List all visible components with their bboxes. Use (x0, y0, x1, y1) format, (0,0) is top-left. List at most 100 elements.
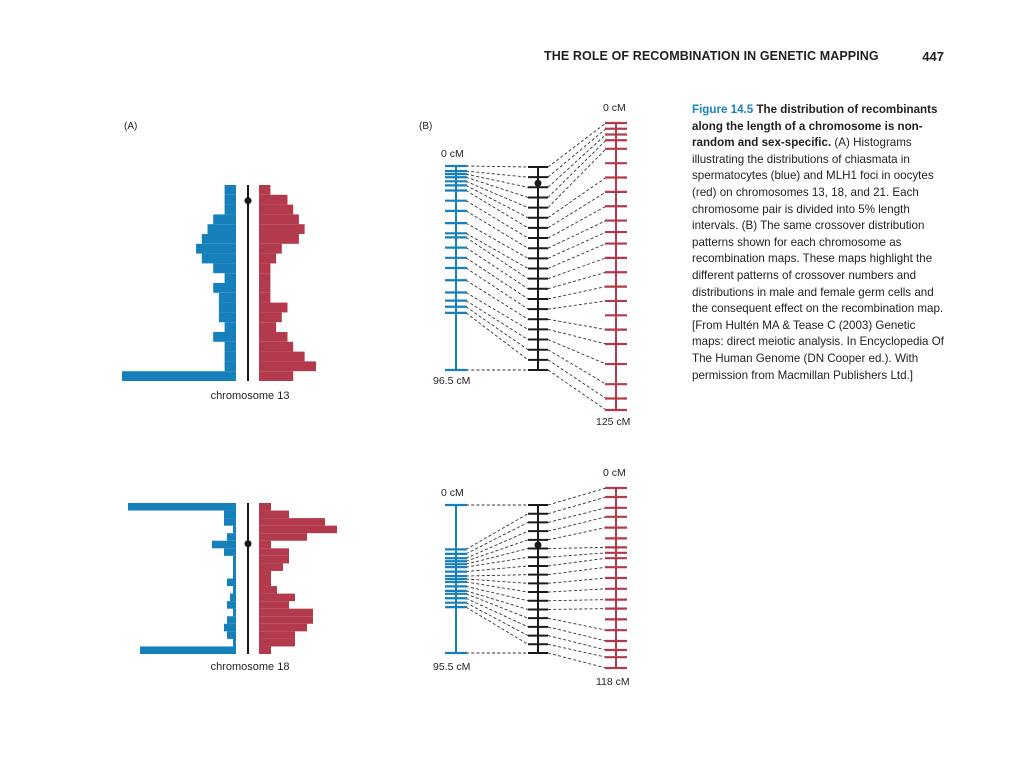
male-histogram-bar (224, 548, 236, 556)
female-connector-line (547, 139, 607, 198)
female-histogram-bar (259, 503, 271, 511)
male-connector-line (465, 548, 529, 565)
chr13-female-map-bottom-label: 125 cM (596, 416, 631, 428)
male-histogram-bar (233, 638, 236, 647)
male-histogram-bar (224, 341, 236, 352)
female-histogram-bar (259, 540, 271, 549)
male-connector-line (465, 539, 529, 562)
male-connector-line (465, 565, 529, 573)
male-connector-line (465, 513, 529, 550)
female-connector-line (547, 148, 607, 208)
male-connector-line (465, 556, 529, 568)
male-connector-line (465, 292, 529, 330)
male-histogram-bar (213, 332, 236, 342)
female-histogram-bar (259, 351, 305, 362)
male-connector-line (465, 590, 529, 610)
female-histogram-bar (259, 263, 271, 274)
female-histogram-bar (259, 194, 288, 205)
male-connector-line (465, 176, 529, 198)
female-histogram-bar (259, 332, 288, 342)
chr18-female-map-top-label: 0 cM (603, 467, 626, 479)
male-histogram-bar (227, 631, 236, 639)
female-connector-line (547, 626, 607, 642)
female-histogram-bar (259, 283, 271, 293)
male-connector-line (465, 232, 529, 269)
male-histogram-bar (227, 616, 236, 624)
female-connector-line (547, 507, 607, 523)
male-connector-line (465, 170, 529, 178)
male-histogram-bar (201, 234, 236, 244)
female-connector-line (547, 257, 607, 280)
male-histogram-bar (233, 555, 236, 564)
centromere-dot (244, 197, 252, 205)
male-histogram-bar (128, 503, 236, 511)
female-histogram-bar (259, 243, 282, 254)
male-histogram-bar (140, 646, 236, 654)
female-connector-line (547, 546, 607, 549)
chromosome-18-histogram (128, 503, 337, 654)
male-connector-line (465, 530, 529, 559)
female-histogram-bar (259, 292, 271, 303)
female-connector-line (547, 577, 607, 584)
male-connector-line (465, 210, 529, 249)
male-histogram-bar (201, 253, 236, 264)
female-histogram-bar (259, 570, 271, 579)
female-histogram-bar (259, 322, 277, 332)
female-connector-line (547, 643, 607, 658)
male-histogram-bar (224, 518, 236, 526)
female-connector-line (547, 318, 607, 331)
male-histogram-bar (224, 510, 236, 519)
male-histogram-bar (224, 322, 236, 332)
male-histogram-bar (227, 601, 236, 609)
chromosome-18-label: chromosome 18 (210, 661, 290, 673)
female-connector-line (547, 231, 607, 259)
figure-title: The distribution of recombinants along t… (692, 103, 938, 150)
male-histogram-bar (233, 563, 236, 571)
female-connector-line (547, 369, 607, 411)
male-connector-line (465, 267, 529, 310)
female-histogram-bar (259, 601, 289, 609)
male-histogram-bar (224, 351, 236, 362)
male-histogram-bar (227, 578, 236, 587)
page-number: 447 (922, 49, 944, 64)
female-connector-line (547, 652, 607, 669)
female-connector-line (547, 243, 607, 269)
female-histogram-bar (259, 518, 325, 526)
female-histogram-bar (259, 224, 305, 234)
female-histogram-bar (259, 548, 289, 556)
female-histogram-bar (259, 586, 277, 594)
female-histogram-bar (259, 273, 271, 283)
female-connector-line (547, 496, 607, 515)
male-connector-line (465, 312, 529, 361)
male-histogram-bar (196, 243, 236, 254)
chr18-female-map-bottom-label: 118 cM (596, 676, 630, 688)
female-histogram-bar (259, 312, 282, 323)
female-connector-line (547, 599, 607, 602)
female-histogram-bar (259, 185, 271, 195)
female-histogram-bar (259, 646, 271, 654)
male-connector-line (465, 180, 529, 209)
male-connector-line (465, 200, 529, 239)
female-histogram-bar (259, 302, 288, 313)
male-histogram-bar (230, 593, 236, 602)
female-histogram-bar (259, 623, 307, 632)
male-connector-line (465, 597, 529, 628)
chr13-male-map-bottom-label: 96.5 cM (433, 375, 471, 387)
male-connector-line (465, 578, 529, 584)
male-connector-line (465, 593, 529, 619)
male-histogram-bar (207, 224, 236, 234)
centromere-dot (534, 541, 542, 549)
chromosome-13-label: chromosome 13 (210, 390, 290, 402)
female-connector-line (547, 552, 607, 558)
male-histogram-bar (224, 185, 236, 195)
male-histogram-bar (224, 361, 236, 372)
male-histogram-bar (122, 371, 236, 381)
panel-a-label: (A) (124, 121, 138, 132)
female-histogram-bar (259, 361, 316, 372)
female-connector-line (547, 487, 607, 506)
male-histogram-bar (224, 204, 236, 215)
male-histogram-bar (224, 194, 236, 205)
male-connector-line (465, 606, 529, 645)
male-histogram-bar (213, 214, 236, 225)
male-connector-line (465, 522, 529, 555)
